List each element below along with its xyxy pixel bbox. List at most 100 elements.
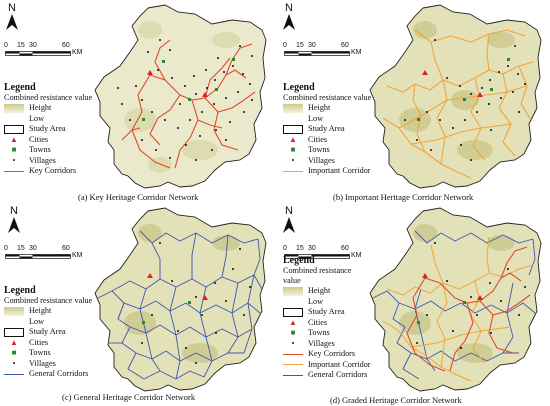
legend-towns: ■ Towns (290, 328, 330, 338)
legend-cities: ▲ Cities (289, 317, 328, 327)
scale-tick: 60 (62, 42, 70, 49)
legend-key-corridors: Key Corridors (4, 166, 92, 177)
legend-study-area: Study Area (283, 124, 371, 135)
scale-tick: 60 (341, 245, 349, 252)
scale-tick: 30 (29, 245, 37, 252)
terrain-patches (399, 224, 515, 363)
scale-unit: KM (72, 252, 83, 259)
legend-villages: • Villages (12, 155, 56, 165)
villages (416, 242, 526, 349)
scale-bar-graphic (284, 254, 350, 259)
map-b (369, 4, 542, 189)
panel-c: N 0 15 30 60 KM Legend Combined resistan… (0, 203, 275, 406)
caption-d: (d) Graded Heritage Corridor Network (330, 395, 462, 405)
scale-bar-graphic (5, 51, 71, 56)
scale-tick: 0 (283, 245, 287, 252)
towns (142, 301, 191, 324)
legend-c: Legend Combined resistance value Height … (4, 286, 92, 380)
legend-villages: • Villages (12, 358, 56, 368)
caption-c: (c) General Heritage Corridor Network (62, 392, 196, 402)
general-corridors (97, 230, 263, 380)
legend-villages: • Villages (291, 155, 335, 165)
scale-tick: 0 (4, 245, 8, 252)
scale-bar: 0 15 30 60 KM (4, 245, 89, 267)
north-arrow-icon (8, 217, 20, 233)
legend-important-corridor: Important Corridor (283, 360, 371, 371)
panel-b: N 0 15 30 60 KM Legend Combined resistan… (275, 0, 550, 203)
legend-resistance-label: Combined resistance value (4, 296, 93, 305)
legend-low: Low (308, 113, 324, 123)
legend-key-corridors: Key Corridors (283, 349, 371, 360)
scale-tick: 30 (308, 245, 316, 252)
scale-bar-graphic (5, 254, 71, 259)
towns (417, 301, 466, 324)
legend-cities: ▲ Cities (289, 134, 328, 144)
north-arrow: N (282, 205, 296, 233)
scale-tick: 0 (283, 42, 287, 49)
legend-title: Legend (4, 285, 36, 296)
scale-tick: 30 (29, 42, 37, 49)
scale-bar-graphic (284, 51, 350, 56)
legend-height: Height (283, 286, 371, 297)
legend-height: Height (4, 103, 92, 114)
map-a (94, 4, 267, 189)
scale-tick: 15 (17, 42, 25, 49)
legend-low: Low (29, 113, 45, 123)
legend-title: Legend (283, 255, 315, 266)
legend-study-area: Study Area (4, 327, 92, 338)
scale-unit: KM (72, 49, 83, 56)
legend-villages: • Villages (291, 338, 335, 348)
legend-cities: ▲ Cities (10, 337, 49, 347)
north-arrow-icon (6, 14, 18, 30)
legend-general-corridors: General Corridors (4, 369, 92, 380)
scale-bar: 0 15 30 60 KM (283, 42, 368, 64)
north-arrow: N (282, 2, 296, 30)
towns (142, 58, 235, 121)
legend-study-area: Study Area (4, 124, 92, 135)
north-label: N (285, 205, 293, 217)
north-arrow: N (7, 205, 21, 233)
legend-title: Legend (283, 82, 315, 93)
scale-tick: 15 (296, 245, 304, 252)
legend-height: Height (283, 103, 371, 114)
cities (422, 70, 483, 97)
legend-study-area: Study Area (283, 307, 371, 318)
scale-tick: 60 (62, 245, 70, 252)
legend-resistance-label: Combined resistance value (283, 93, 372, 102)
study-area-outline (94, 4, 267, 189)
north-arrow-icon (283, 14, 295, 30)
towns (417, 58, 510, 121)
north-label: N (285, 2, 293, 14)
legend-resistance-label-cont: value (283, 276, 301, 285)
legend-title: Legend (4, 82, 36, 93)
cities (422, 273, 483, 300)
key-corridors (406, 246, 531, 372)
scale-tick: 15 (17, 245, 25, 252)
north-label: N (8, 2, 16, 14)
legend-low: Low (29, 316, 45, 326)
important-corridors (382, 236, 534, 382)
scale-bar: 0 15 30 60 KM (283, 245, 368, 267)
map-c (94, 207, 267, 392)
legend-towns: ■ Towns (11, 348, 51, 358)
scale-bar: 0 15 30 60 KM (4, 42, 89, 64)
legend-b: Legend Combined resistance value Height … (283, 83, 371, 177)
cities (147, 273, 208, 300)
panel-d: N 0 15 30 60 KM Legend Combined resistan… (275, 203, 550, 406)
cities (147, 70, 208, 97)
legend-important-corridor: Important Corridor (283, 166, 371, 177)
north-arrow: N (5, 2, 19, 30)
scale-unit: KM (351, 252, 362, 259)
study-area-outline (94, 207, 267, 392)
legend-a: Legend Combined resistance value Height … (4, 83, 92, 177)
legend-d: Legend Combined resistance value Height … (283, 256, 371, 381)
study-area-outline (369, 207, 542, 392)
panel-a: N 0 15 30 60 KM Legend Combined resistan… (0, 0, 275, 203)
legend-low: Low (308, 296, 324, 306)
important-corridors (382, 29, 534, 179)
scale-tick: 30 (308, 42, 316, 49)
legend-general-corridors: General Corridors (283, 370, 371, 381)
scale-unit: KM (351, 49, 362, 56)
map-d (369, 207, 542, 392)
villages (404, 39, 526, 161)
